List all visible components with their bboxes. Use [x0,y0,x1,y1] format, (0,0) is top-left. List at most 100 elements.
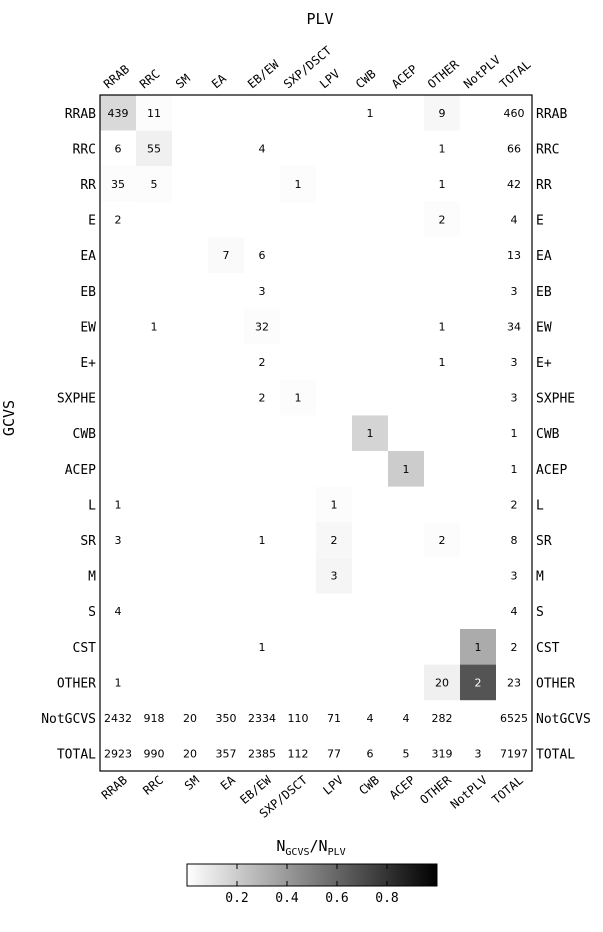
cell-value: 460 [504,107,525,120]
heatmap-cell [280,166,316,202]
col-label-top-lpv: LPV [317,67,343,92]
heatmap-cell [316,486,352,523]
cell-value: 32 [255,320,269,333]
cell-value: 282 [432,712,453,725]
row-label-l: L [88,498,96,513]
row-label-right-m: M [536,570,544,585]
row-label-right-rrab: RRAB [536,107,567,122]
cell-value: 357 [216,748,237,761]
row-label-rrc: RRC [73,142,96,157]
cell-value: 6 [259,249,266,262]
col-label-bottom-acep: ACEP [387,773,418,802]
heatmap-cell [100,486,136,523]
cell-value: 1 [367,107,374,120]
colorbar-tick-label: 0.8 [375,891,398,906]
col-label-top-ea: EA [209,71,230,92]
cell-value: 4 [403,712,410,725]
col-label-top-sm: SM [173,71,193,91]
cell-value: 34 [507,320,521,333]
heatmap-cell [424,664,460,701]
heatmap-cell [424,344,460,380]
heatmap-cell [244,344,280,380]
cell-value: 77 [327,748,341,761]
cell-value: 1 [115,676,122,689]
heatmap-cell [244,379,280,416]
cell-value: 5 [151,178,158,191]
cell-value: 20 [183,712,197,725]
cell-value: 1 [439,356,446,369]
col-label-bottom-rrc: RRC [140,773,166,798]
cell-value: 1 [295,392,302,405]
cell-value: 35 [111,178,125,191]
heatmap-cell [244,130,280,167]
heatmap-cell [244,308,280,345]
cell-value: 71 [327,712,341,725]
cell-value: 6525 [500,712,528,725]
heatmap-cell [352,415,388,451]
row-label-cwb: CWB [73,427,97,442]
cell-value: 3 [511,356,518,369]
col-label-bottom-lpv: LPV [320,773,346,798]
cell-value: 2 [439,214,446,227]
row-label-right-rrc: RRC [536,142,559,157]
cell-value: 42 [507,178,521,191]
cell-value: 6 [115,142,122,155]
cell-value: 8 [511,534,518,547]
heatmap-cell [136,130,172,167]
cell-value: 4 [367,712,374,725]
heatmap-cells [100,95,496,701]
col-label-top-rrc: RRC [137,67,163,92]
cell-value: 1 [331,498,338,511]
row-label-e: E [88,214,96,229]
cell-value: 1 [511,463,518,476]
row-label-right-ew: EW [536,320,552,335]
row-label-sr: SR [80,534,96,549]
heatmap-cell [424,308,460,345]
cell-value: 1 [403,463,410,476]
cell-value: 4 [259,142,266,155]
heatmap-cell [100,166,136,202]
row-label-right-e-: E+ [536,356,552,371]
cell-value: 6 [367,748,374,761]
row-label-ew: EW [80,320,96,335]
row-label-rrab: RRAB [65,107,96,122]
heatmap-cell [424,166,460,202]
cell-value: 3 [511,392,518,405]
cell-value: 439 [108,107,129,120]
cell-value: 1 [115,498,122,511]
cell-value: 1 [439,178,446,191]
row-label-right-acep: ACEP [536,463,567,478]
heatmap-cell [244,237,280,273]
heatmap-cell [460,629,496,665]
heatmap-cell [136,308,172,345]
col-label-bottom-cwb: CWB [356,773,382,798]
cell-value: 66 [507,142,521,155]
colorbar: NGCVS/NPLV 0.2 0.4 0.6 0.8 [186,837,438,906]
cell-value: 2432 [104,712,132,725]
cell-value: 1 [259,641,266,654]
heatmap-cell [352,95,388,131]
cell-value: 7 [223,249,230,262]
cell-value: 2 [331,534,338,547]
heatmap-cell [424,201,460,238]
colorbar-tick-label: 0.2 [225,891,248,906]
cell-value: 3 [475,748,482,761]
heatmap-cell [316,557,352,594]
colorbar-tick-label: 0.4 [275,891,299,906]
row-label-right-eb: EB [536,285,552,300]
cell-value: 112 [288,748,309,761]
heatmap-cell [136,166,172,202]
row-label-ea: EA [80,249,96,264]
matrix-frame [99,94,533,772]
cell-value: 2 [259,356,266,369]
heatmap-cell [424,95,460,131]
cell-value: 5 [403,748,410,761]
cell-value: 20 [183,748,197,761]
cell-value: 990 [144,748,165,761]
col-label-top-other: OTHER [425,57,462,91]
col-label-bottom-total: TOTAL [489,773,526,807]
cell-value: 2 [511,498,518,511]
row-label-sxphe: SXPHE [57,392,96,407]
heatmap-cell [100,130,136,167]
